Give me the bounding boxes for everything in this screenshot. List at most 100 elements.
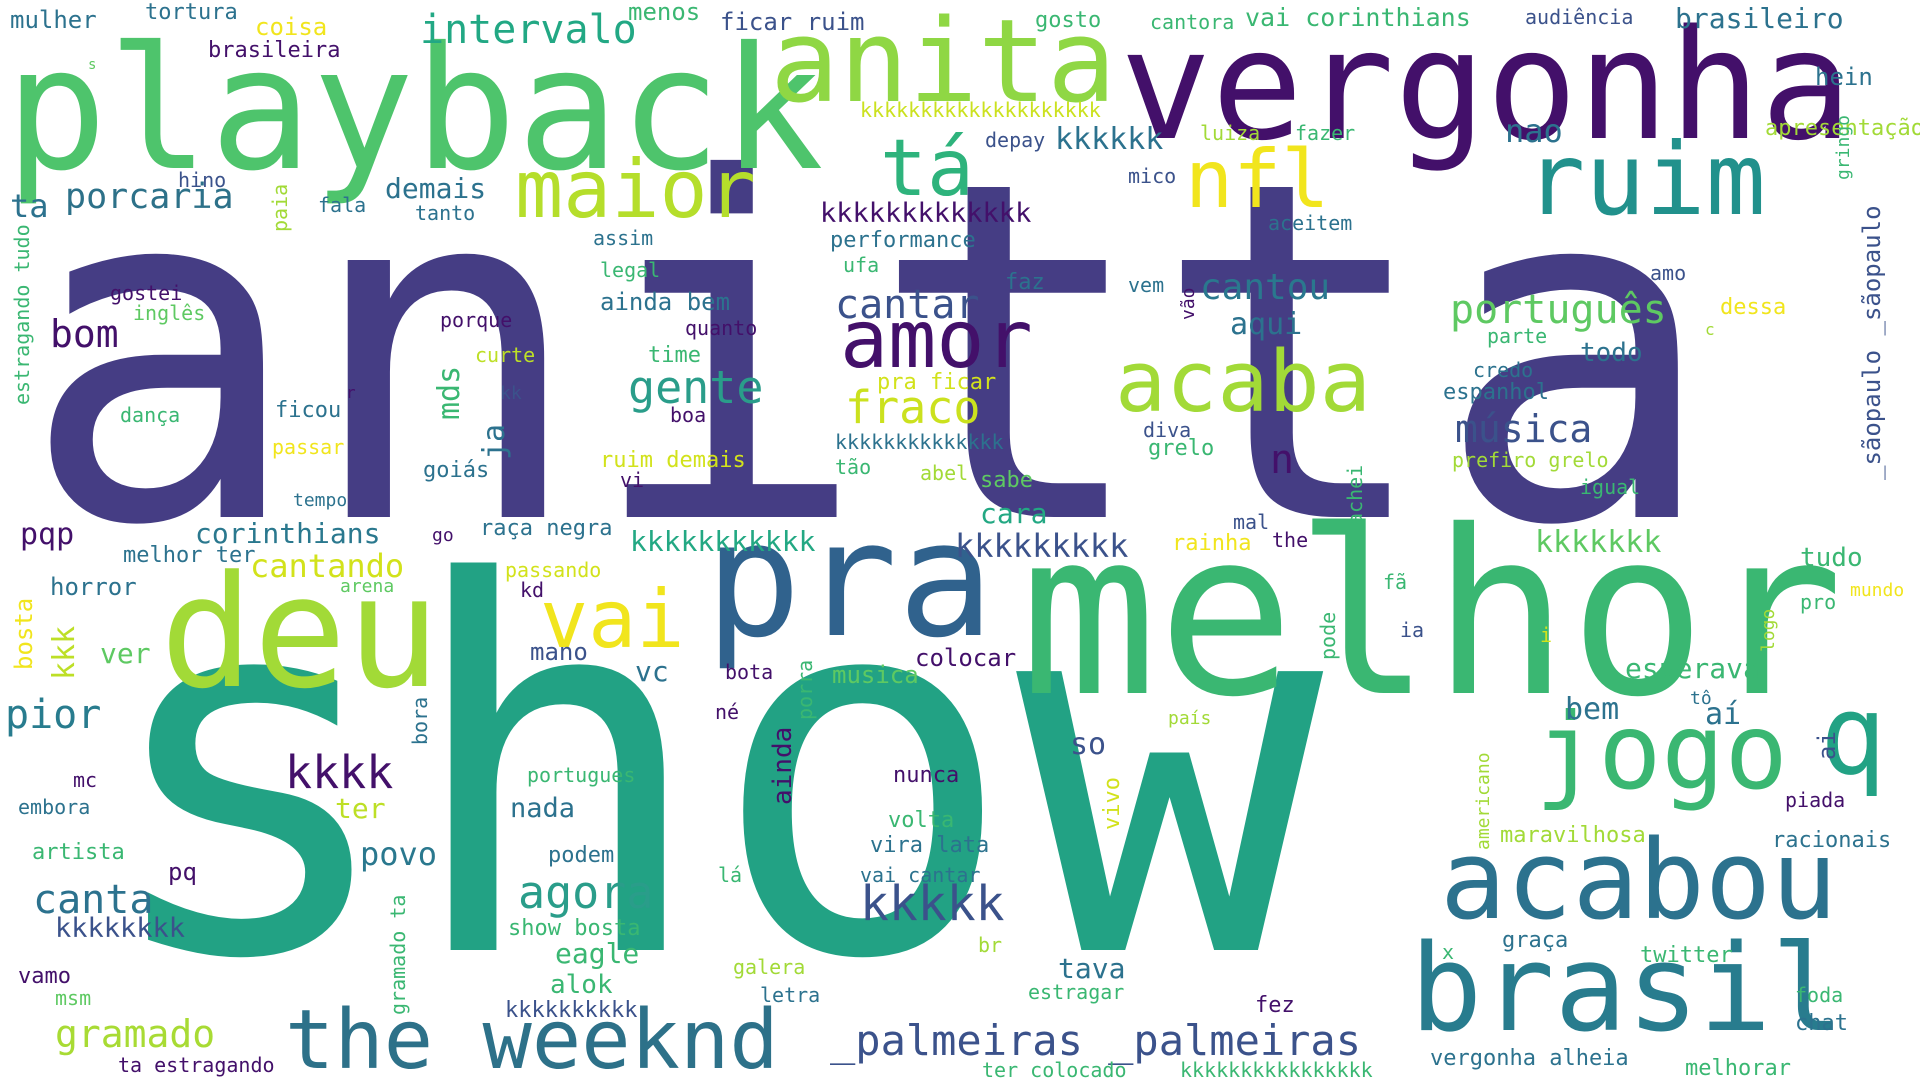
word-espanhol: espanhol [1443, 380, 1549, 405]
word-coisa: coisa [255, 13, 328, 41]
word-kkk: kkk [47, 625, 82, 680]
word-letra: letra [760, 983, 821, 1007]
word-galera: galera [733, 955, 806, 979]
word-porra: porra [793, 659, 817, 720]
word-boa: boa [670, 403, 707, 427]
word-paia: paia [268, 183, 292, 232]
word-kkkkk: kkkkk [860, 876, 1005, 932]
word-vem: vem [1128, 273, 1165, 297]
word-vergonha: vergonha [1120, 0, 1853, 174]
word-msm: msm [55, 986, 92, 1010]
word-kd: kd [520, 578, 545, 602]
word-portugues: portugues [527, 763, 636, 787]
word-mc: mc [73, 768, 98, 792]
word-nada: nada [510, 793, 576, 824]
word-fa: fã [1383, 570, 1408, 594]
word-vivo: vivo [1100, 777, 1125, 830]
word-ne: né [715, 700, 740, 724]
word-audiencia: audiência [1525, 5, 1634, 29]
word-mano: mano [530, 638, 588, 666]
word-parte: parte [1487, 324, 1548, 348]
word-kkkk: kkkk [285, 746, 394, 799]
word-melhor-ter: melhor ter [123, 543, 256, 568]
word-kk: kk [500, 383, 522, 404]
word-acabou: acabou [1440, 816, 1838, 944]
word-graca: graça [1502, 928, 1569, 953]
word-assim: assim [593, 226, 654, 250]
word-passar: passar [272, 435, 345, 459]
word-pais: país [1168, 708, 1212, 729]
word-americano: americano [1473, 752, 1494, 850]
word-c: c [1705, 320, 1715, 339]
word-pq: pq [168, 858, 197, 886]
word-anita: anita [770, 0, 1117, 129]
word-volta: volta [888, 808, 955, 833]
word-kkkkkkkkkk: kkkkkkkkkk [505, 998, 638, 1023]
word-depay: depay [985, 128, 1046, 152]
word-bem: bem [1565, 692, 1620, 727]
word-gramado-ta: gramado ta [386, 894, 410, 1015]
word-ainda: ainda [768, 726, 798, 805]
word-fazer: fazer [1295, 121, 1356, 145]
word-colocar: colocar [915, 644, 1017, 672]
word-saopaulo: _sãopaulo _sãopaulo [1858, 205, 1886, 480]
word-pro: pro [1800, 590, 1837, 614]
word-corinthians: corinthians [195, 517, 381, 550]
word-igual: igual [1580, 475, 1641, 499]
word-melhor: melhor [1020, 481, 1844, 747]
word-artista: artista [32, 840, 125, 865]
word-ficou: ficou [275, 398, 342, 423]
word-s: s [88, 57, 97, 73]
word-vira-lata: vira lata [870, 833, 990, 858]
word-tempo: tempo [293, 490, 348, 511]
word-vc: vc [635, 655, 669, 688]
word-gente: gente [628, 361, 764, 414]
word-the: the [1272, 528, 1309, 552]
word-ingles: inglês [133, 301, 206, 325]
word-ta-accent: tá [880, 124, 974, 214]
word-q: q [1820, 671, 1887, 799]
word-musica: musica [832, 661, 919, 689]
word-danca: dança [120, 403, 181, 427]
word-abel: abel [920, 461, 969, 485]
word-cara: cara [980, 497, 1048, 530]
word-fala: fala [318, 193, 367, 217]
word-mal: mal [1233, 510, 1270, 534]
word-demais: demais [385, 172, 487, 205]
word-passando: passando [505, 558, 602, 582]
word-tanto: tanto [415, 201, 476, 225]
word-ficar-ruim: ficar ruim [720, 8, 865, 36]
word-menos: menos [628, 0, 701, 26]
word-playback: playback [5, 11, 824, 209]
word-nao: nao [1505, 112, 1563, 150]
word-mulher: mulher [10, 6, 97, 34]
word-porque: porque [440, 308, 513, 332]
word-ver: ver [100, 637, 151, 670]
word-vamo: vamo [18, 964, 71, 989]
word-anitta: anitta [20, 81, 1718, 628]
word-the-weeknd: the weeknd [285, 993, 779, 1080]
word-estragando-tudo: estragando tudo [10, 224, 34, 405]
word-faz: faz [1005, 270, 1045, 295]
word-canta: canta [33, 877, 154, 923]
word-horror: horror [50, 573, 137, 601]
word-aceitem: aceitem [1268, 211, 1353, 235]
word-sabe: sabe [980, 468, 1033, 493]
word-ter-colocado: ter colocado [982, 1058, 1127, 1080]
word-so: so [1070, 727, 1107, 762]
word-gramado: gramado [55, 1012, 216, 1056]
word-twitter: twitter [1640, 943, 1733, 968]
word-fez: fez [1255, 993, 1295, 1018]
word-povo: povo [360, 835, 438, 873]
word-mundo: mundo [1850, 580, 1905, 601]
word-ia: ia [1400, 618, 1425, 642]
word-melhorar: melhorar [1685, 1056, 1791, 1080]
word-porcaria: porcaria [65, 177, 234, 217]
word-todo: todo [1580, 338, 1643, 368]
word-embora: embora [18, 795, 91, 819]
word-ruim: ruim [1525, 121, 1766, 238]
word-kkkkkkkkkkkkkk: kkkkkkkkkkkkkk [835, 430, 1004, 454]
word-brasileiro: brasileiro [1675, 2, 1844, 35]
word-amo: amo [1650, 261, 1687, 285]
